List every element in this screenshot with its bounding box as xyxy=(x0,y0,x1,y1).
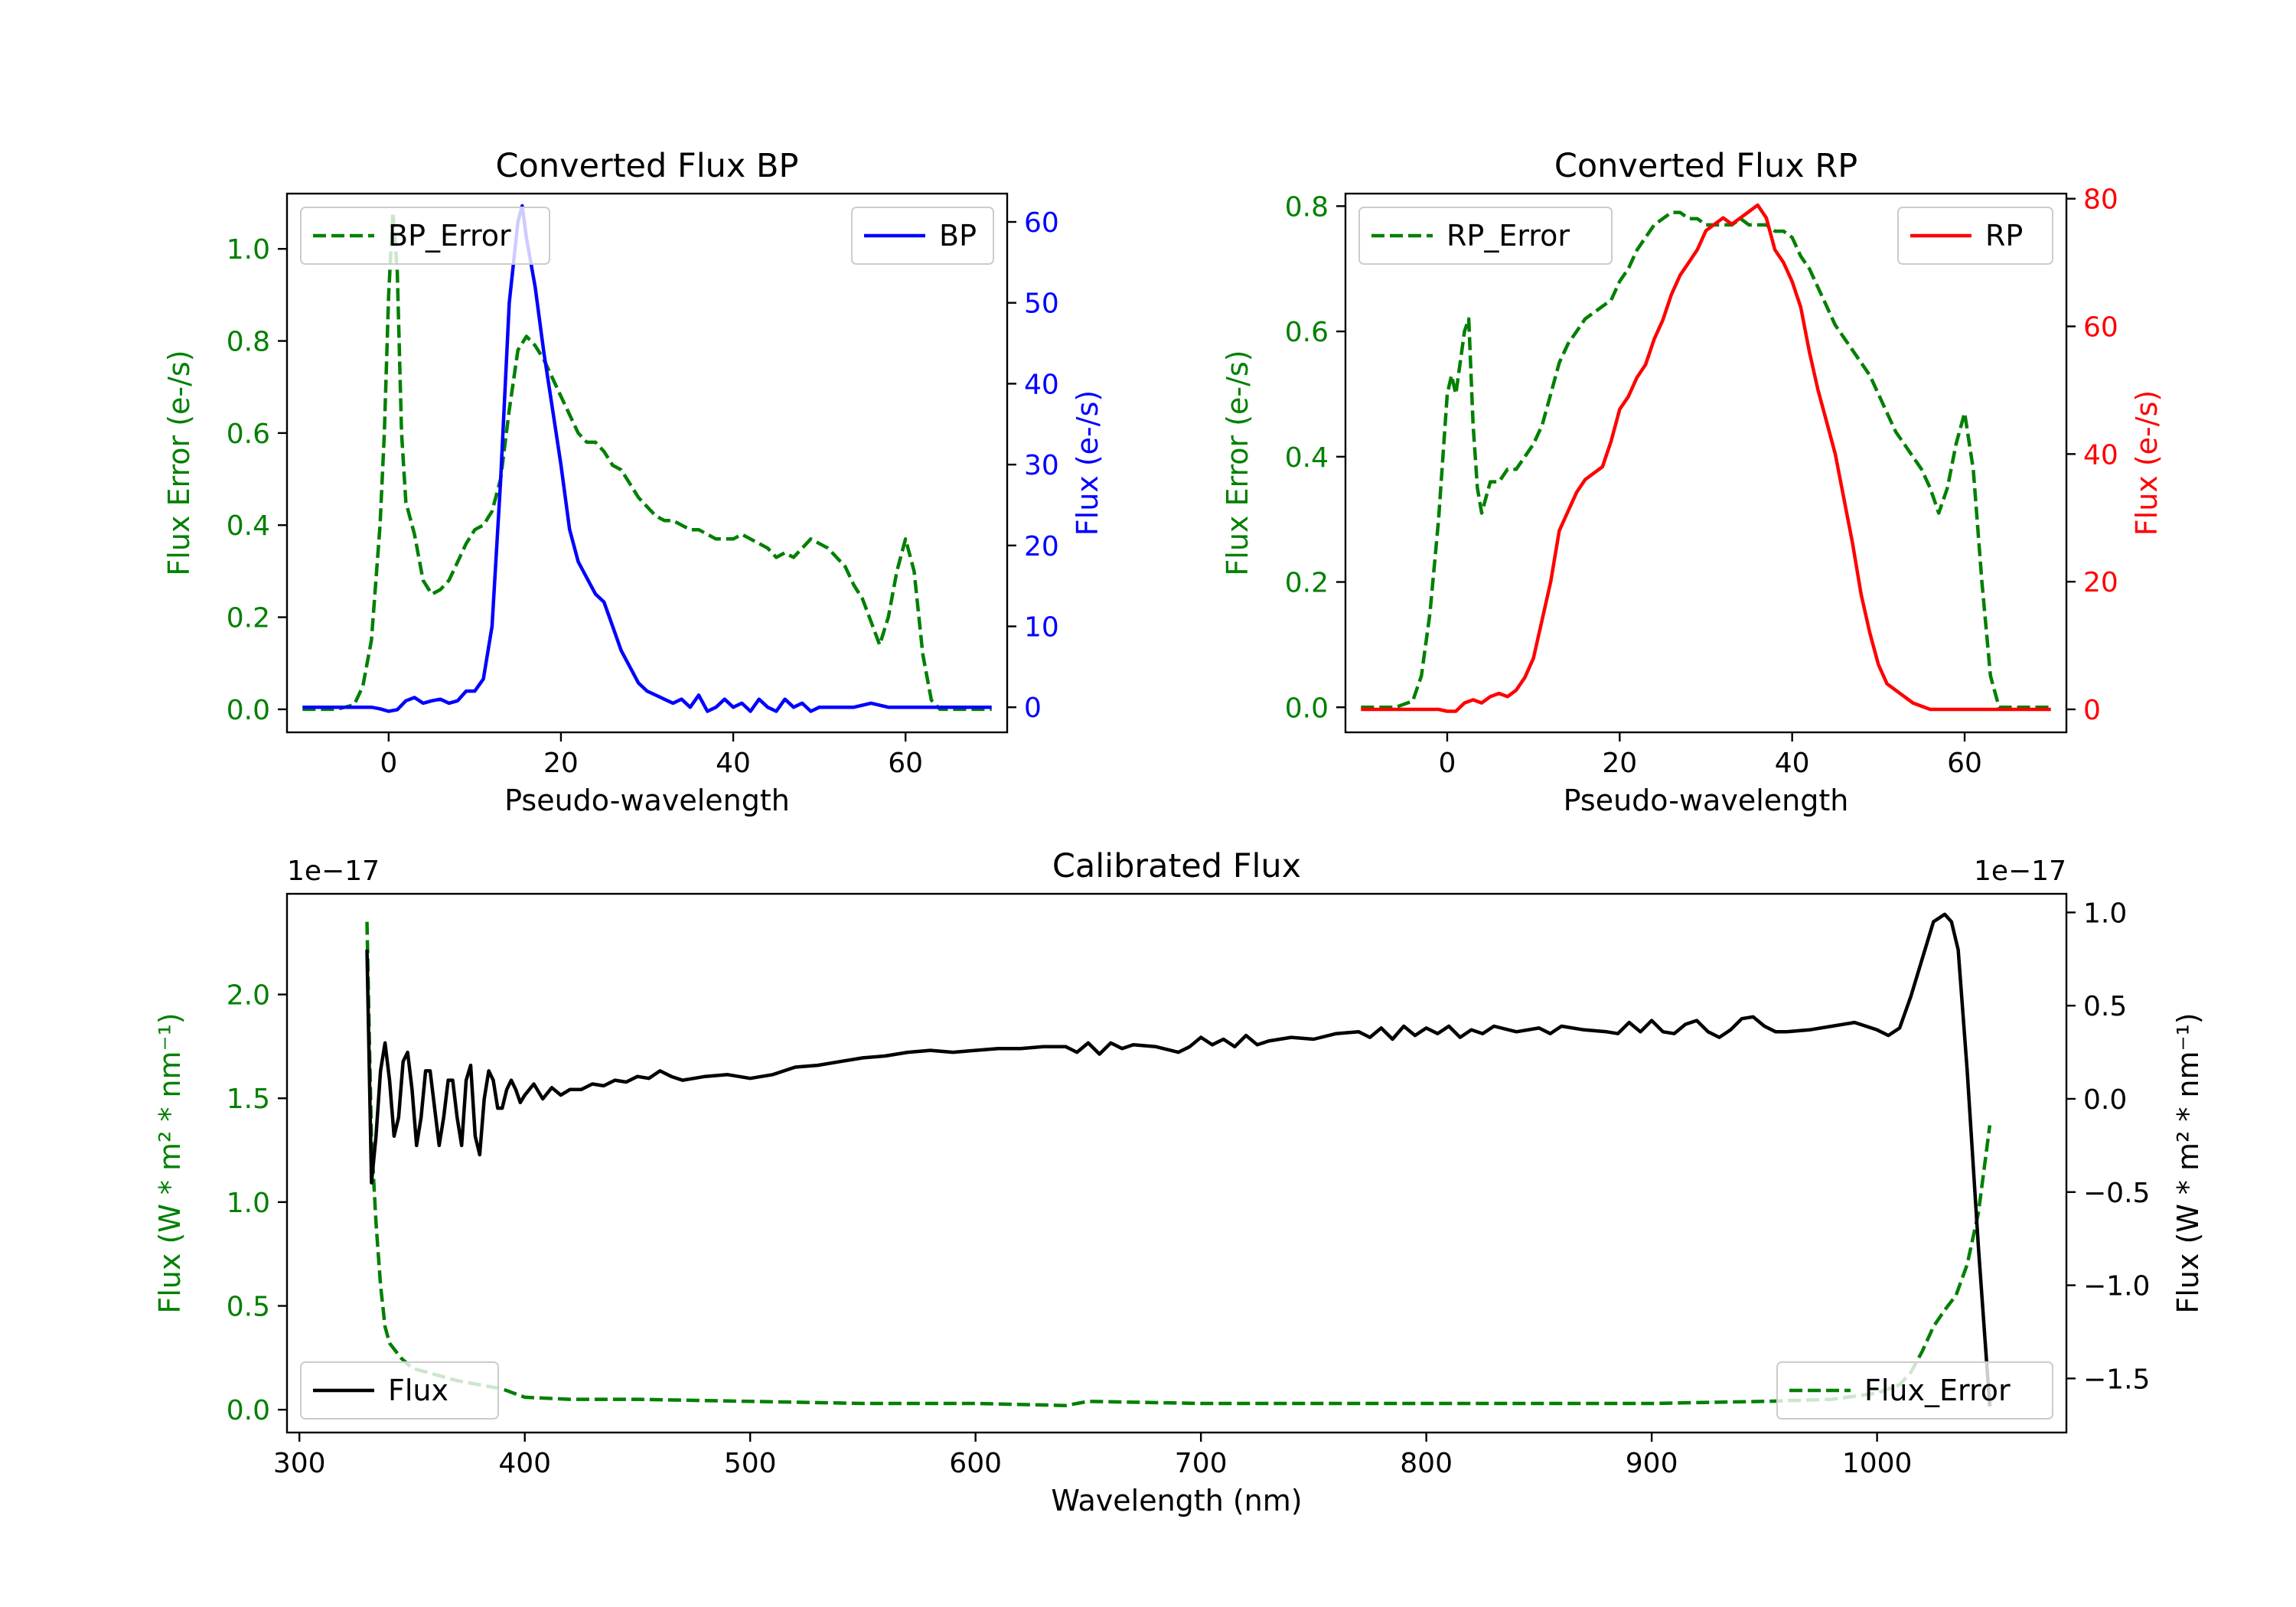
chart-title: Converted Flux BP xyxy=(496,147,799,185)
legend-label: RP xyxy=(1985,219,2023,253)
y-left-tick-label: 0.6 xyxy=(227,419,270,450)
x-tick-label: 20 xyxy=(543,748,579,779)
y-right-tick-label: −1.5 xyxy=(2083,1364,2150,1395)
y-left-axis-label: Flux Error (e-/s) xyxy=(1221,350,1254,575)
series-line-bp-error xyxy=(302,210,992,712)
y-right-tick-label: 60 xyxy=(1024,207,1059,239)
series-line-flux xyxy=(365,912,1992,1407)
y-left-tick-label: 0.4 xyxy=(1285,442,1329,474)
y-left-tick-label: 1.0 xyxy=(227,234,270,266)
y-left-tick-label: 1.0 xyxy=(227,1188,270,1219)
y-right-tick-label: 50 xyxy=(1024,288,1059,320)
y-right-axis-label: Flux (W * m² * nm⁻¹) xyxy=(2171,1012,2205,1313)
x-tick-label: 900 xyxy=(1626,1448,1678,1479)
x-tick-label: 800 xyxy=(1400,1448,1453,1479)
series-line-flux-error xyxy=(365,921,1992,1407)
legend-box xyxy=(300,1361,499,1420)
legend-box xyxy=(1776,1361,2053,1420)
chart-2: 0 20 40 60 0.0 0.2 0.4 0.6 0.8 0 20 40 60 80 Converted… xyxy=(1221,147,2164,817)
y-right-axis-label: Flux (e-/s) xyxy=(1071,390,1104,536)
y-right-tick-label: 10 xyxy=(1024,612,1059,644)
y-left-axis-label: Flux (W * m² * nm⁻¹) xyxy=(153,1012,187,1313)
x-tick-label: 600 xyxy=(949,1448,1002,1479)
y-right-tick-label: 40 xyxy=(2083,439,2118,471)
legend-box xyxy=(1358,207,1613,265)
y-left-tick-label: 0.0 xyxy=(227,695,270,726)
x-tick-label: 60 xyxy=(1947,748,1982,779)
x-tick-label: 40 xyxy=(1775,748,1810,779)
series-line-rp-error xyxy=(1361,210,2051,709)
legend-box xyxy=(1897,207,2053,265)
legend-label: Flux xyxy=(388,1374,448,1407)
x-axis-label: Pseudo-wavelength xyxy=(1564,784,1849,817)
chart-3: 300 400 500 600 700 800 900 1000 0.0 0.5 1.0 1.5 2.0… xyxy=(153,847,2205,1517)
y-right-tick-label: 60 xyxy=(2083,311,2118,343)
y-left-tick-label: 2.0 xyxy=(227,980,270,1012)
y-left-tick-label: 0.4 xyxy=(227,510,270,542)
legend-bp: BP xyxy=(851,207,994,265)
y-right-tick-label: 1.0 xyxy=(2083,898,2127,929)
legend-flux-error: Flux_Error xyxy=(1776,1361,2053,1420)
legend-label: RP_Error xyxy=(1446,219,1570,253)
legend-rp-error: RP_Error xyxy=(1358,207,1613,265)
y-right-tick-label: 0.0 xyxy=(2083,1084,2127,1116)
y-right-axis-label: Flux (e-/s) xyxy=(2130,390,2164,536)
legend-flux: Flux xyxy=(300,1361,499,1420)
y-left-tick-label: 0.8 xyxy=(227,327,270,358)
y-right-offset-text: 1e−17 xyxy=(1974,856,2066,887)
x-tick-label: 0 xyxy=(1439,748,1456,779)
y-right-tick-label: −0.5 xyxy=(2083,1178,2150,1209)
x-tick-label: 60 xyxy=(888,748,923,779)
plot-frame xyxy=(285,892,2068,1434)
legend-box xyxy=(300,207,550,265)
y-right-tick-label: 20 xyxy=(1024,531,1059,562)
series-line-bp xyxy=(302,204,992,713)
y-left-tick-label: 0.6 xyxy=(1285,317,1329,348)
y-right-tick-label: 0 xyxy=(2083,695,2101,726)
series-line-rp xyxy=(1361,203,2051,713)
y-right-tick-label: 30 xyxy=(1024,450,1059,481)
chart-1: 0 20 40 60 0.0 0.2 0.4 0.6 0.8 1.0 0 10 20 30 40 50 60 Co… xyxy=(162,147,1104,817)
x-tick-label: 700 xyxy=(1175,1448,1228,1479)
x-axis-label: Pseudo-wavelength xyxy=(504,784,790,817)
y-right-tick-label: 80 xyxy=(2083,184,2118,216)
chart-title: Converted Flux RP xyxy=(1554,147,1857,185)
y-left-tick-label: 0.0 xyxy=(1285,693,1329,724)
legend-label: BP xyxy=(939,219,977,253)
y-left-tick-label: 0.0 xyxy=(227,1395,270,1426)
x-tick-label: 20 xyxy=(1602,748,1637,779)
y-right-tick-label: 0 xyxy=(1024,693,1042,724)
legend-label: BP_Error xyxy=(388,219,511,253)
y-left-tick-label: 0.8 xyxy=(1285,191,1329,223)
legend-label: Flux_Error xyxy=(1864,1374,2011,1407)
x-tick-label: 500 xyxy=(724,1448,777,1479)
x-tick-label: 40 xyxy=(716,748,751,779)
y-left-tick-label: 0.2 xyxy=(1285,568,1329,599)
y-left-tick-label: 0.5 xyxy=(227,1292,270,1323)
chart-title: Calibrated Flux xyxy=(1052,847,1301,885)
y-left-tick-label: 1.5 xyxy=(227,1084,270,1115)
y-right-tick-label: 0.5 xyxy=(2083,991,2127,1022)
plot-frame xyxy=(1344,192,2068,734)
y-right-tick-label: 20 xyxy=(2083,567,2118,598)
y-left-axis-label: Flux Error (e-/s) xyxy=(162,350,196,575)
y-left-offset-text: 1e−17 xyxy=(287,856,380,887)
x-tick-label: 300 xyxy=(273,1448,326,1479)
plot-frame xyxy=(285,192,1009,734)
x-tick-label: 0 xyxy=(380,748,397,779)
x-tick-label: 1000 xyxy=(1842,1448,1913,1479)
legend-bp-error: BP_Error xyxy=(300,207,550,265)
x-axis-label: Wavelength (nm) xyxy=(1051,1484,1302,1517)
y-right-tick-label: 40 xyxy=(1024,369,1059,400)
y-right-tick-label: −1.0 xyxy=(2083,1271,2150,1302)
legend-rp: RP xyxy=(1897,207,2053,265)
x-tick-label: 400 xyxy=(498,1448,551,1479)
y-left-tick-label: 0.2 xyxy=(227,603,270,634)
